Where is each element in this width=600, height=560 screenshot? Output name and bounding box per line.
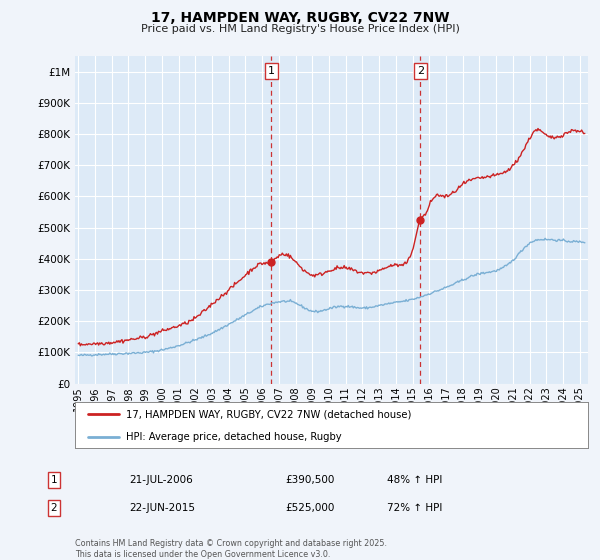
Text: 1: 1 (50, 475, 58, 485)
Text: £390,500: £390,500 (285, 475, 334, 485)
Text: 21-JUL-2006: 21-JUL-2006 (129, 475, 193, 485)
Text: £525,000: £525,000 (285, 503, 334, 513)
Text: HPI: Average price, detached house, Rugby: HPI: Average price, detached house, Rugb… (127, 432, 342, 441)
Text: 2: 2 (50, 503, 58, 513)
Text: Contains HM Land Registry data © Crown copyright and database right 2025.
This d: Contains HM Land Registry data © Crown c… (75, 539, 387, 559)
Text: 1: 1 (268, 66, 275, 76)
Text: 2: 2 (417, 66, 424, 76)
Text: 17, HAMPDEN WAY, RUGBY, CV22 7NW (detached house): 17, HAMPDEN WAY, RUGBY, CV22 7NW (detach… (127, 409, 412, 419)
Text: Price paid vs. HM Land Registry's House Price Index (HPI): Price paid vs. HM Land Registry's House … (140, 24, 460, 34)
Text: 22-JUN-2015: 22-JUN-2015 (129, 503, 195, 513)
Text: 17, HAMPDEN WAY, RUGBY, CV22 7NW: 17, HAMPDEN WAY, RUGBY, CV22 7NW (151, 11, 449, 25)
Text: 72% ↑ HPI: 72% ↑ HPI (387, 503, 442, 513)
Text: 48% ↑ HPI: 48% ↑ HPI (387, 475, 442, 485)
